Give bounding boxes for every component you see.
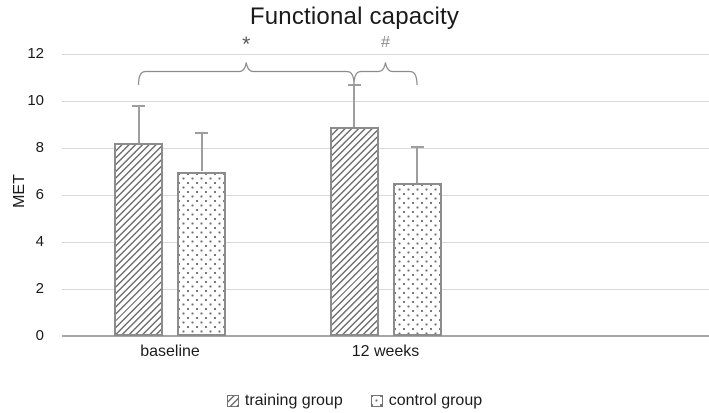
y-tick-label: 4 <box>35 233 44 250</box>
hatch-swatch-icon <box>226 395 239 407</box>
gridline <box>62 100 709 102</box>
y-axis-title: MET <box>11 174 28 208</box>
legend: training group control group <box>0 390 709 412</box>
legend-item-training-group: training group <box>226 392 343 410</box>
legend-label: control group <box>388 392 483 409</box>
error-bar-line <box>416 146 418 184</box>
y-tick-label: 8 <box>35 139 44 156</box>
bar-training-group-baseline <box>114 143 163 336</box>
y-tick-label: 10 <box>27 92 44 109</box>
error-bar-cap <box>410 145 424 148</box>
error-bar-cap <box>195 131 208 134</box>
error-bar-line <box>200 132 203 172</box>
significance-symbol: * <box>242 33 251 56</box>
legend-item-control-group: control group <box>370 392 483 410</box>
bar-control-group-12-weeks <box>392 183 442 336</box>
error-bar-line <box>353 84 355 127</box>
gridline <box>62 53 709 55</box>
gridline <box>62 194 709 196</box>
error-bar-line <box>137 105 140 144</box>
bar-training-group-12-weeks <box>329 126 379 336</box>
x-axis-line <box>62 335 709 337</box>
x-category-label: baseline <box>140 343 200 360</box>
significance-symbol: # <box>381 34 390 51</box>
dots-swatch-icon <box>370 395 383 407</box>
bar-control-group-baseline <box>177 171 226 336</box>
y-tick-label: 0 <box>35 327 44 344</box>
error-bar-cap <box>347 83 361 86</box>
x-category-label: 12 weeks <box>351 343 420 360</box>
error-bar-cap <box>132 104 145 107</box>
y-tick-label: 12 <box>27 45 44 62</box>
gridline <box>62 288 709 290</box>
gridline <box>62 147 709 149</box>
gridline <box>62 241 709 243</box>
chart-title: Functional capacity <box>249 3 460 30</box>
y-tick-label: 2 <box>35 280 44 297</box>
legend-label: training group <box>244 392 343 409</box>
y-tick-label: 6 <box>35 186 44 203</box>
